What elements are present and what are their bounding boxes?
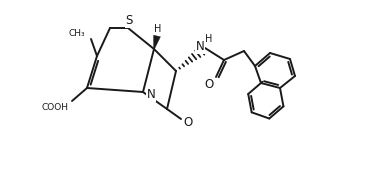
Text: H: H [154, 24, 162, 34]
Text: S: S [125, 14, 133, 27]
Polygon shape [153, 35, 160, 49]
Text: COOH: COOH [42, 103, 68, 112]
Text: N: N [196, 40, 204, 54]
Text: O: O [204, 77, 214, 90]
Text: CH₃: CH₃ [69, 29, 85, 37]
Text: O: O [183, 115, 192, 128]
Text: N: N [146, 89, 155, 102]
Text: H: H [205, 34, 213, 44]
